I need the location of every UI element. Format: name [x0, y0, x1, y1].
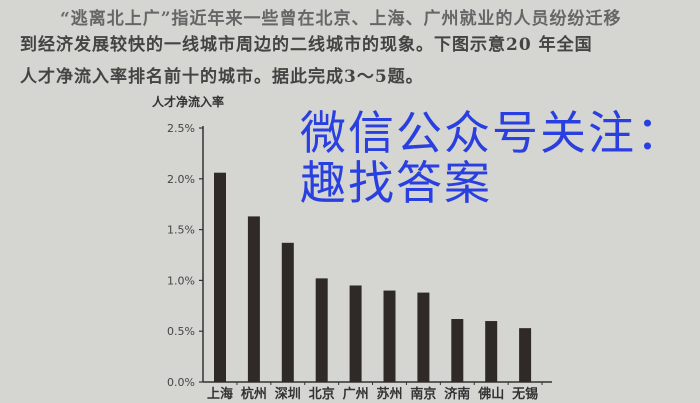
bar-佛山: [485, 321, 498, 382]
category-label: 北京: [309, 386, 335, 402]
passage-line-2: 到经济发展较快的一线城市周边的二线城市的现象。下图示意20 年全国: [20, 35, 593, 55]
bar-无锡: [519, 328, 532, 382]
category-label: 济南: [444, 386, 470, 402]
bar-广州: [349, 285, 362, 382]
passage-line-1: “逃离北上广”指近年来一些曾在北京、上海、广州就业的人员纷纷迁移: [60, 9, 622, 29]
bar-北京: [315, 278, 328, 382]
category-label: 苏州: [376, 386, 402, 402]
category-label: 南京: [410, 386, 436, 402]
chart-bars: 上海 杭州 深圳 北京 广州 苏州 南京 济南 佛山 无锡: [207, 172, 538, 402]
y-tick-label: 1.5%: [167, 224, 195, 237]
y-tick-label: 2.0%: [167, 173, 195, 186]
category-label: 广州: [343, 386, 369, 402]
bar-杭州: [247, 216, 260, 382]
category-label: 上海: [207, 386, 233, 402]
y-tick-label: 1.0%: [167, 274, 195, 287]
bar-苏州: [383, 290, 396, 382]
bar-深圳: [281, 242, 294, 382]
category-label: 佛山: [477, 386, 504, 402]
y-tick-label: 0.5%: [167, 325, 195, 338]
category-label: 无锡: [511, 386, 538, 402]
watermark: 微信公众号关注：趣找答案: [300, 106, 684, 210]
category-label: 杭州: [241, 386, 267, 402]
y-tick-label: 2.5%: [167, 122, 195, 135]
passage-line-3: 人才净流入率排名前十的城市。据此完成3～5题。: [20, 67, 424, 87]
chart-axes: 0.0% 0.5% 1.0% 1.5% 2.0% 2.5%: [167, 122, 552, 389]
bar-南京: [417, 292, 430, 382]
y-tick-label: 0.0%: [167, 376, 195, 389]
bar-济南: [451, 319, 464, 382]
y-axis-label: 人才净流入率: [152, 94, 224, 109]
category-label: 深圳: [275, 386, 301, 402]
bar-上海: [214, 172, 226, 382]
